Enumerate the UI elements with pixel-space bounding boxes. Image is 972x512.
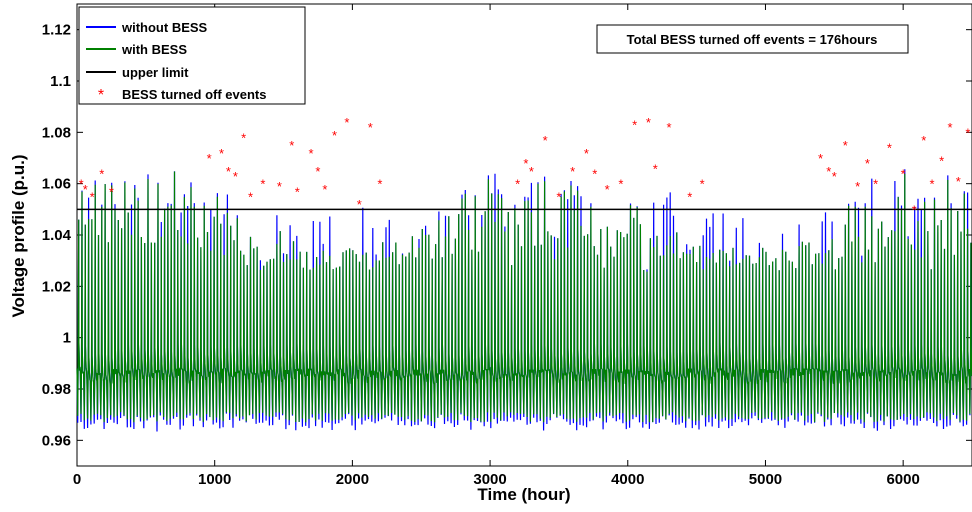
x-axis: 0 1000 2000 3000 4000 5000 6000 [73,4,920,488]
legend-label-without-bess: without BESS [121,20,208,35]
event-marker: * [241,130,246,145]
event-marker: * [109,184,114,199]
event-marker: * [912,202,917,217]
legend: without BESS with BESS upper limit * BES… [78,6,306,105]
event-marker: * [570,164,575,179]
event-marker: * [700,177,705,192]
event-marker: * [295,184,300,199]
series-bess-turned-off-events: * ***** ** **** *********** ********* ** ******… [79,115,971,217]
event-marker: * [818,151,823,166]
y-tick-label: 1.08 [42,124,71,141]
event-marker: * [865,156,870,171]
annotation-text: Total BESS turned off events = 176hours [627,32,878,47]
event-marker: * [873,177,878,192]
legend-label-upper-limit: upper limit [122,65,189,80]
event-marker: * [646,115,651,130]
event-marker: * [248,190,253,205]
event-marker: * [233,169,238,184]
event-marker: * [605,182,610,197]
y-tick-label: 1.04 [42,227,72,244]
event-marker: * [901,166,906,181]
series-with-bess [76,171,972,423]
event-marker: * [618,177,623,192]
event-marker: * [930,177,935,192]
x-tick-label: 0 [73,471,81,488]
event-marker: * [315,164,320,179]
event-marker: * [592,166,597,181]
event-marker: * [260,177,265,192]
event-marker: * [887,141,892,156]
event-marker: * [83,182,88,197]
event-marker: * [332,128,337,143]
event-marker: * [219,146,224,161]
event-marker: * [309,146,314,161]
event-marker: * [377,177,382,192]
event-marker: * [79,177,84,192]
legend-label-with-bess: with BESS [121,42,187,57]
event-marker: * [99,166,104,181]
event-marker: * [653,161,658,176]
event-marker: * [207,151,212,166]
legend-label-events: BESS turned off events [122,87,266,102]
x-tick-label: 2000 [336,471,369,488]
event-marker: * [277,179,282,194]
event-marker: * [965,125,970,140]
annotation-box [596,24,909,54]
legend-swatch-events: * [98,87,104,104]
event-marker: * [832,169,837,184]
event-marker: * [515,177,520,192]
event-marker: * [667,120,672,135]
y-tick-label: 1.12 [42,22,71,39]
event-marker: * [855,179,860,194]
event-marker: * [289,138,294,153]
event-marker: * [584,146,589,161]
y-tick-label: 0.96 [42,432,71,449]
x-tick-label: 6000 [886,471,919,488]
line-with-bess [76,171,972,423]
event-marker: * [687,190,692,205]
y-tick-label: 1.1 [50,73,71,90]
event-marker: * [357,197,362,212]
y-axis-label: Voltage profile (p.u.) [9,154,28,317]
event-marker: * [921,133,926,148]
x-tick-label: 1000 [198,471,231,488]
event-marker: * [947,120,952,135]
y-tick-label: 1.02 [42,278,71,295]
event-marker: * [523,156,528,171]
event-marker: * [956,174,961,189]
event-marker: * [529,164,534,179]
y-tick-label: 1 [63,330,71,347]
event-marker: * [90,190,95,205]
y-axis: 0.96 0.98 1 1.02 1.04 1.06 1.08 1.1 1.12 [42,22,972,449]
event-marker: * [826,164,831,179]
x-tick-label: 4000 [611,471,644,488]
x-tick-label: 3000 [473,471,506,488]
event-marker: * [632,118,637,133]
event-marker: * [226,164,231,179]
legend-box [78,6,306,105]
event-marker: * [939,154,944,169]
x-axis-label: Time (hour) [477,485,570,504]
y-tick-label: 0.98 [42,381,71,398]
annotation: Total BESS turned off events = 176hours [596,24,909,54]
event-marker: * [344,115,349,130]
event-marker: * [322,182,327,197]
event-marker: * [543,133,548,148]
event-marker: * [843,138,848,153]
y-tick-label: 1.06 [42,176,71,193]
event-marker: * [556,190,561,205]
event-marker: * [368,120,373,135]
x-tick-label: 5000 [749,471,782,488]
